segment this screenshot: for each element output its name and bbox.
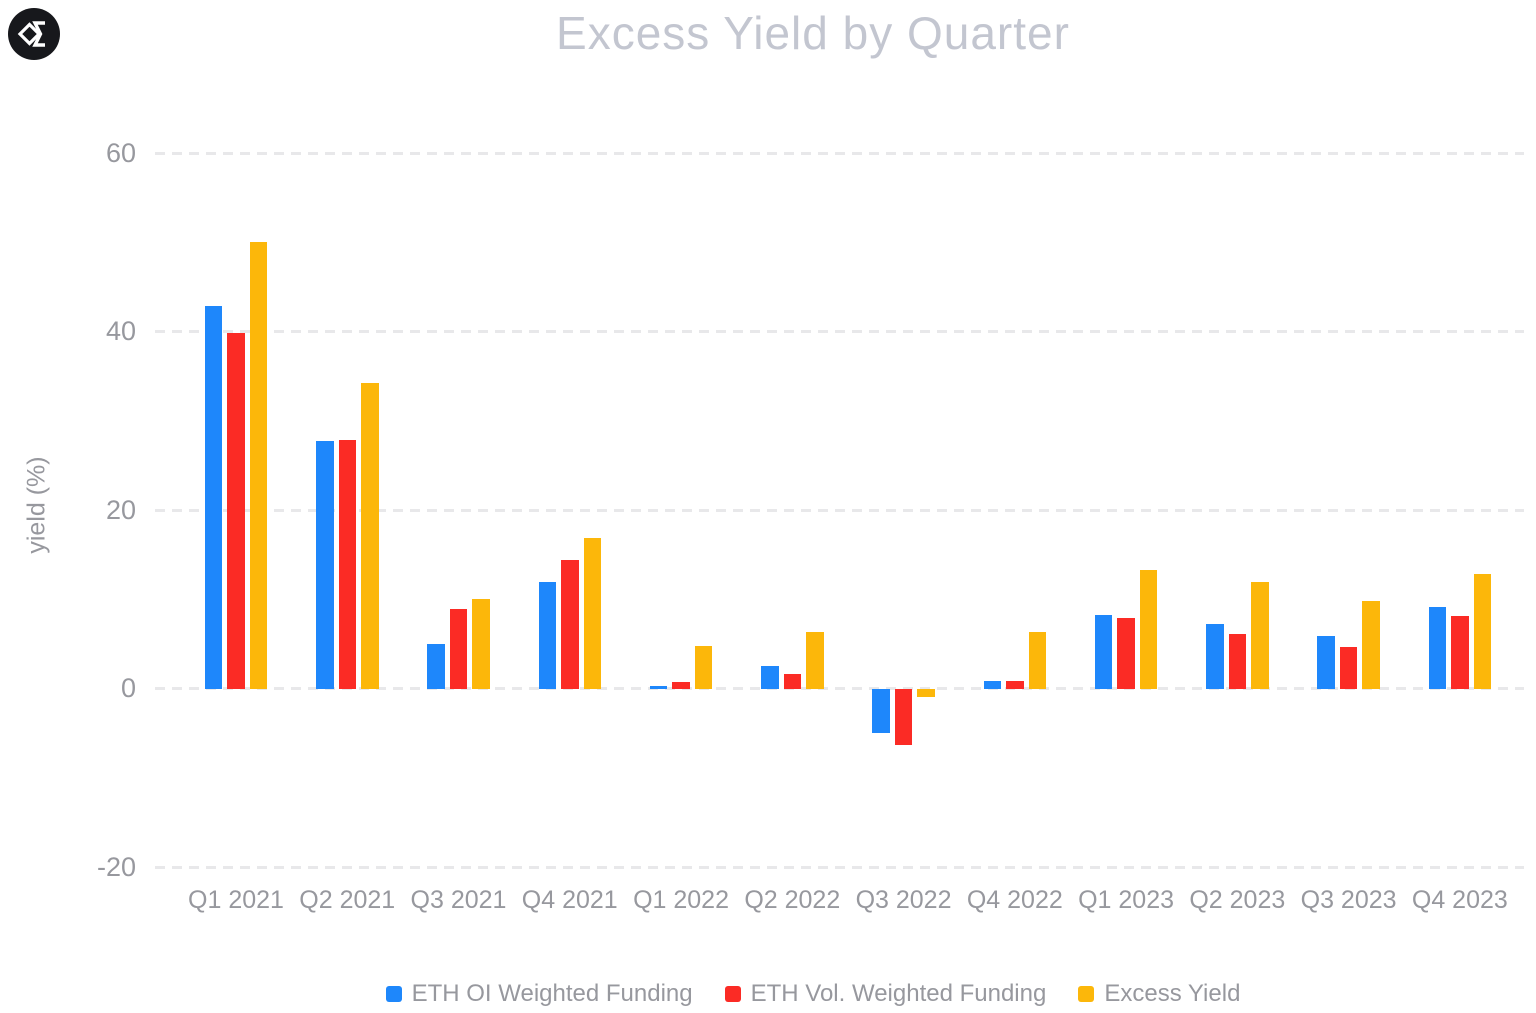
bar-eth-vol-weighted-funding-q1-2023[interactable] <box>1117 618 1135 689</box>
bar-excess-yield-q4-2021[interactable] <box>583 537 602 689</box>
y-tick-label-40: 40 <box>105 316 136 347</box>
y-tick-label-60: 60 <box>105 137 136 168</box>
x-tick-label-q3-2022: Q3 2022 <box>855 886 952 914</box>
bar-eth-oi-weighted-funding-q4-2021[interactable] <box>538 582 557 689</box>
x-tick-label-q3-2021: Q3 2021 <box>410 886 507 914</box>
bar-eth-oi-weighted-funding-q1-2023[interactable] <box>1094 614 1113 689</box>
bar-excess-yield-q3-2022[interactable] <box>917 688 935 697</box>
bar-eth-vol-weighted-funding-q1-2022[interactable] <box>672 682 690 689</box>
bar-eth-oi-weighted-funding-q1-2021[interactable] <box>204 305 223 689</box>
legend-label: Excess Yield <box>1104 980 1241 1007</box>
legend-label: ETH Vol. Weighted Funding <box>750 980 1047 1007</box>
x-tick-label-q4-2022: Q4 2022 <box>966 886 1063 914</box>
y-tick-label--20: -20 <box>96 851 136 882</box>
x-tick-label-q2-2021: Q2 2021 <box>299 886 396 914</box>
bar-eth-oi-weighted-funding-q2-2022[interactable] <box>761 666 779 689</box>
bar-eth-vol-weighted-funding-q2-2021[interactable] <box>338 439 356 689</box>
gridline-60 <box>155 151 1524 155</box>
legend-item-eth-vol-weighted-funding[interactable]: ETH Vol. Weighted Funding <box>724 980 1047 1008</box>
x-tick-label-q1-2021: Q1 2021 <box>188 886 284 914</box>
legend-item-eth-oi-weighted-funding[interactable]: ETH OI Weighted Funding <box>385 980 693 1008</box>
bar-excess-yield-q1-2021[interactable] <box>249 242 268 689</box>
bar-eth-vol-weighted-funding-q3-2023[interactable] <box>1339 646 1358 689</box>
legend-swatch-icon <box>1078 986 1095 1002</box>
bar-eth-vol-weighted-funding-q4-2022[interactable] <box>1006 680 1024 689</box>
legend: ETH OI Weighted Funding ETH Vol. Weighted… <box>90 980 1536 1008</box>
bar-eth-oi-weighted-funding-q2-2021[interactable] <box>316 441 334 689</box>
sigma-diamond-logo-icon <box>8 8 60 60</box>
bar-excess-yield-q4-2022[interactable] <box>1028 632 1047 689</box>
x-tick-label-q2-2022: Q2 2022 <box>744 886 841 914</box>
gridline-0 <box>155 687 1524 691</box>
x-tick-label-q4-2021: Q4 2021 <box>521 886 618 914</box>
bar-eth-oi-weighted-funding-q4-2023[interactable] <box>1428 606 1447 689</box>
bar-excess-yield-q1-2023[interactable] <box>1139 569 1158 689</box>
y-tick-label-0: 0 <box>120 673 136 704</box>
y-tick-label-20: 20 <box>105 494 136 525</box>
chart-title: Excess Yield by Quarter <box>556 7 1070 59</box>
bar-eth-oi-weighted-funding-q3-2021[interactable] <box>427 644 445 689</box>
legend-swatch-icon <box>724 986 741 1002</box>
bar-eth-vol-weighted-funding-q1-2021[interactable] <box>227 332 245 689</box>
bar-eth-vol-weighted-funding-q4-2023[interactable] <box>1451 615 1469 689</box>
bar-eth-oi-weighted-funding-q4-2022[interactable] <box>983 680 1002 689</box>
bar-excess-yield-q2-2021[interactable] <box>361 382 379 689</box>
bar-eth-oi-weighted-funding-q1-2022[interactable] <box>649 686 668 689</box>
bar-eth-vol-weighted-funding-q3-2021[interactable] <box>449 609 468 689</box>
y-axis-title: yield (%) <box>22 456 51 554</box>
bar-excess-yield-q1-2022[interactable] <box>694 645 713 689</box>
x-tick-label-q3-2023: Q3 2023 <box>1300 886 1397 914</box>
x-tick-label-q1-2023: Q1 2023 <box>1078 886 1175 914</box>
legend-swatch-icon <box>385 986 402 1002</box>
legend-label: ETH OI Weighted Funding <box>411 980 693 1007</box>
bar-eth-oi-weighted-funding-q2-2023[interactable] <box>1206 623 1224 689</box>
bar-eth-oi-weighted-funding-q3-2023[interactable] <box>1317 636 1335 689</box>
bar-excess-yield-q3-2021[interactable] <box>472 599 490 689</box>
bar-excess-yield-q3-2023[interactable] <box>1362 601 1380 689</box>
gridline--20 <box>155 865 1524 869</box>
gridline-40 <box>155 330 1524 334</box>
x-tick-label-q2-2023: Q2 2023 <box>1189 886 1286 914</box>
x-tick-label-q1-2022: Q1 2022 <box>633 886 729 914</box>
bar-excess-yield-q2-2022[interactable] <box>806 631 824 689</box>
x-tick-label-q4-2023: Q4 2023 <box>1411 886 1508 914</box>
bar-eth-vol-weighted-funding-q4-2021[interactable] <box>561 560 579 689</box>
gridline-20 <box>155 508 1524 512</box>
bar-eth-vol-weighted-funding-q2-2022[interactable] <box>783 673 802 689</box>
bar-excess-yield-q4-2023[interactable] <box>1473 573 1492 689</box>
bar-excess-yield-q2-2023[interactable] <box>1251 582 1269 689</box>
legend-item-excess-yield[interactable]: Excess Yield <box>1078 980 1240 1008</box>
bar-eth-oi-weighted-funding-q3-2022[interactable] <box>872 688 890 734</box>
bar-eth-vol-weighted-funding-q2-2023[interactable] <box>1228 634 1247 689</box>
bar-eth-vol-weighted-funding-q3-2022[interactable] <box>894 688 913 745</box>
